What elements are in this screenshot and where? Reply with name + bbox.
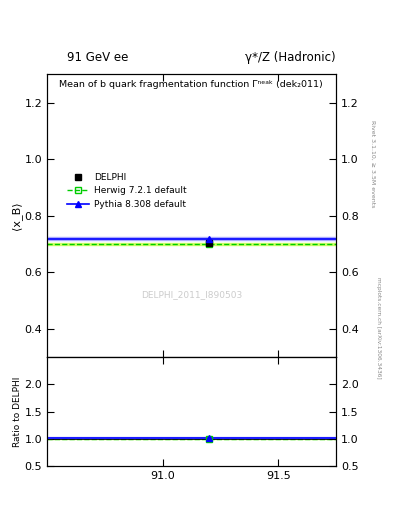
Text: Mean of b quark fragmentation function Γⁿᵉᵃᵏ (dek₂011): Mean of b quark fragmentation function Γ…	[59, 80, 323, 89]
Legend: DELPHI, Herwig 7.2.1 default, Pythia 8.308 default: DELPHI, Herwig 7.2.1 default, Pythia 8.3…	[63, 169, 190, 212]
Text: DELPHI_2011_I890503: DELPHI_2011_I890503	[141, 290, 242, 300]
Text: γ*/Z (Hadronic): γ*/Z (Hadronic)	[245, 51, 336, 64]
Text: Rivet 3.1.10, ≥ 3.5M events: Rivet 3.1.10, ≥ 3.5M events	[370, 120, 375, 207]
Text: mcplots.cern.ch [arXiv:1306.3436]: mcplots.cern.ch [arXiv:1306.3436]	[376, 277, 381, 378]
Text: 91 GeV ee: 91 GeV ee	[67, 51, 128, 64]
Y-axis label: Ratio to DELPHI: Ratio to DELPHI	[13, 376, 22, 446]
Y-axis label: ⟨x_B⟩: ⟨x_B⟩	[11, 201, 22, 230]
